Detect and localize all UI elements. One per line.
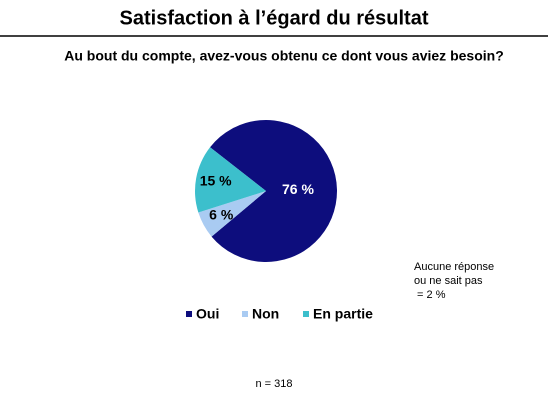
value-label: 76 % — [282, 181, 314, 197]
legend-swatch — [186, 311, 192, 317]
legend-label: En partie — [313, 306, 373, 322]
sample-note: n = 318 — [255, 378, 292, 390]
chart-subtitle: Au bout du compte, avez-vous obtenu ce d… — [64, 48, 504, 64]
annotation: Aucune réponse — [414, 261, 494, 273]
chart-title: Satisfaction à l’égard du résultat — [120, 7, 429, 29]
value-label: 15 % — [200, 173, 232, 189]
pie-slice — [198, 191, 266, 237]
annotation: ou ne sait pas — [414, 275, 483, 287]
legend-label: Non — [252, 306, 279, 322]
legend-swatch — [242, 311, 248, 317]
annotation: = 2 % — [414, 289, 446, 301]
legend-label: Oui — [196, 306, 219, 322]
legend-swatch — [303, 311, 309, 317]
pie-slice — [210, 119, 337, 262]
value-label: 6 % — [209, 206, 234, 222]
pie-slice — [194, 147, 266, 213]
